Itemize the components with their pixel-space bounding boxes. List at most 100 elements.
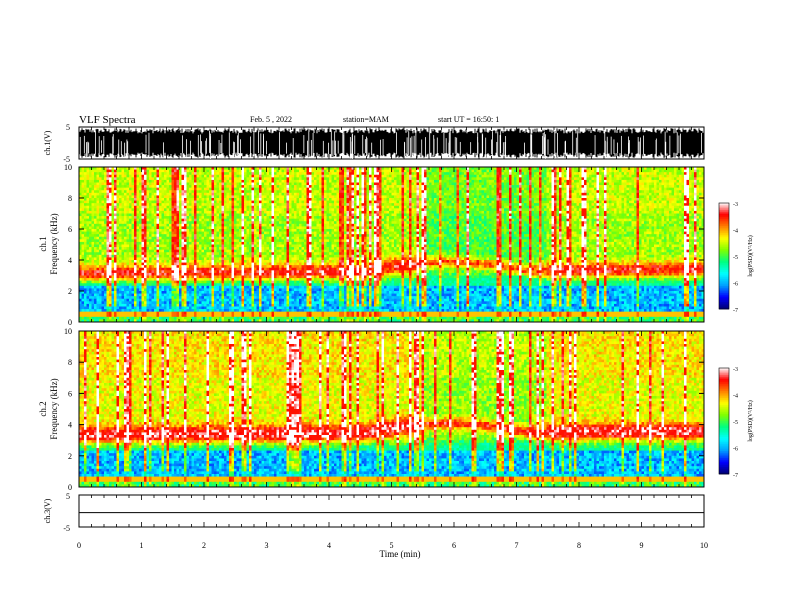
spectrogram-cell	[279, 172, 282, 175]
spectrogram-cell	[109, 172, 112, 175]
spectrogram-cell	[199, 175, 202, 178]
spectrogram-cell	[304, 175, 307, 178]
spectrogram-cell	[377, 175, 380, 178]
spectrogram-cell	[689, 172, 692, 175]
spectrogram-cell	[542, 170, 545, 173]
spectrogram-cell	[167, 170, 170, 173]
spectrogram-cell	[357, 175, 360, 178]
spectrogram-cell	[412, 170, 415, 173]
spectrogram-cell	[322, 175, 325, 178]
spectrogram-cell	[629, 175, 632, 178]
spectrogram-cell	[399, 175, 402, 178]
spectrogram-cell	[647, 172, 650, 175]
spectrogram-cell	[437, 177, 440, 180]
spectrogram-cell	[294, 170, 297, 173]
spectrogram-cell	[554, 170, 557, 173]
spectrogram-cell	[579, 172, 582, 175]
date-label: Feb. 5 , 2022	[250, 115, 292, 124]
spectrogram-cell	[202, 177, 205, 180]
spectrogram-cell	[467, 172, 470, 175]
spectrogram-cell	[639, 175, 642, 178]
spectrogram-cell	[497, 172, 500, 175]
spectrogram-cell	[469, 172, 472, 175]
spectrogram-cell	[219, 175, 222, 178]
spectrogram-cell	[329, 170, 332, 173]
spectrogram-cell	[179, 177, 182, 180]
spectrogram-cell	[164, 170, 167, 173]
spectrogram-cell	[507, 177, 510, 180]
spectrogram-cell	[139, 172, 142, 175]
spectrogram-cell	[257, 170, 260, 173]
spectrogram-cell	[664, 175, 667, 178]
spectrogram-cell	[269, 175, 272, 178]
spectrogram-cell	[294, 177, 297, 180]
spectrogram-cell	[672, 175, 675, 178]
spectrogram-cell	[497, 175, 500, 178]
spectrogram-cell	[509, 172, 512, 175]
spectrogram-cell	[149, 175, 152, 178]
spectrogram-cell	[517, 175, 520, 178]
spectrogram-cell	[379, 177, 382, 180]
spectrogram-cell	[127, 175, 130, 178]
spectrogram-cell	[417, 177, 420, 180]
spectrogram-cell	[424, 177, 427, 180]
spectrogram-cell	[667, 170, 670, 173]
spectrogram-cell	[604, 170, 607, 173]
spectrogram-cell	[634, 175, 637, 178]
spectrogram-cell	[637, 175, 640, 178]
spectrogram-cell	[229, 175, 232, 178]
spectrogram-cell	[494, 175, 497, 178]
spectrogram-cell	[617, 172, 620, 175]
spectrogram-cell	[217, 172, 220, 175]
spectrogram-cell	[349, 175, 352, 178]
spectrogram-cell	[522, 172, 525, 175]
spectrogram-cell	[464, 170, 467, 173]
spectrogram-cell	[424, 172, 427, 175]
spectrogram-cell	[584, 170, 587, 173]
spectrogram-cell	[347, 175, 350, 178]
spectrogram-cell	[492, 172, 495, 175]
spectrogram-cell	[524, 172, 527, 175]
spectrogram-cell	[134, 177, 137, 180]
spectrogram-cell	[102, 177, 105, 180]
spectrogram-cell	[619, 172, 622, 175]
spectrogram-cell	[122, 175, 125, 178]
spectrogram-cell	[87, 170, 90, 173]
spectrogram-cell	[382, 172, 385, 175]
spectrogram-cell	[202, 175, 205, 178]
spectrogram-cell	[97, 172, 100, 175]
spectrogram-cell	[294, 175, 297, 178]
spectrogram-cell	[524, 170, 527, 173]
spectrogram-cell	[149, 170, 152, 173]
spectrogram-cell	[169, 177, 172, 180]
spectrogram-cell	[572, 172, 575, 175]
spectrogram-cell	[639, 172, 642, 175]
spectrogram-cell	[257, 177, 260, 180]
spectrogram-cell	[177, 172, 180, 175]
spectrogram-cell	[317, 175, 320, 178]
spectrogram-cell	[679, 172, 682, 175]
spectrogram-cell	[347, 177, 350, 180]
spectrogram-cell	[174, 175, 177, 178]
spectrogram-cell	[299, 177, 302, 180]
spectrogram-cell	[264, 175, 267, 178]
ch1-waveform-path	[79, 128, 703, 157]
spectrogram-cell	[342, 172, 345, 175]
spectrogram-cell	[274, 177, 277, 180]
spectrogram-cell	[214, 172, 217, 175]
vlf-spectra-figure: VLF Spectra Feb. 5 , 2022 station=MAM st…	[0, 0, 792, 612]
spectrogram-cell	[547, 170, 550, 173]
spectrogram-cell	[289, 170, 292, 173]
spectrogram-cell	[452, 177, 455, 180]
spectrogram-cell	[664, 170, 667, 173]
spectrogram-cell	[159, 172, 162, 175]
spectrogram-cell	[644, 170, 647, 173]
spectrogram-cell	[659, 170, 662, 173]
spectrogram-cell	[329, 175, 332, 178]
spectrogram-cell	[194, 170, 197, 173]
spectrogram-cell	[297, 172, 300, 175]
spectrogram-cell	[537, 172, 540, 175]
spectrogram-cell	[387, 177, 390, 180]
spectrogram-cell	[302, 177, 305, 180]
spectrogram-cell	[157, 177, 160, 180]
